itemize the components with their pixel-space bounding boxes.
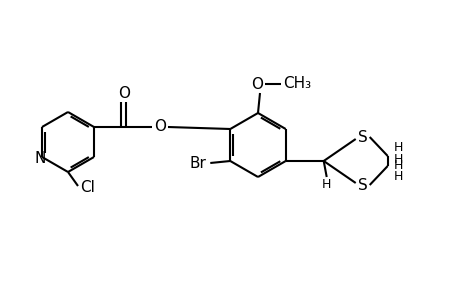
Text: S: S [357, 130, 367, 145]
Text: H: H [393, 158, 403, 172]
Text: N: N [34, 151, 45, 166]
Text: H: H [321, 178, 330, 191]
Text: O: O [251, 76, 263, 92]
Text: H: H [393, 152, 403, 166]
Text: O: O [118, 85, 130, 100]
Text: Cl: Cl [80, 181, 95, 196]
Text: H: H [393, 170, 403, 184]
Text: Br: Br [190, 155, 206, 170]
Text: O: O [154, 118, 166, 134]
Text: S: S [357, 178, 367, 193]
Text: H: H [393, 140, 403, 154]
Text: CH₃: CH₃ [282, 76, 310, 91]
